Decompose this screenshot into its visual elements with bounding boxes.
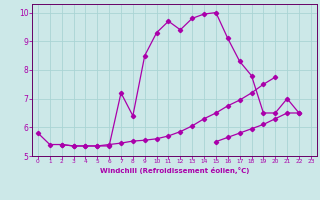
X-axis label: Windchill (Refroidissement éolien,°C): Windchill (Refroidissement éolien,°C) xyxy=(100,167,249,174)
